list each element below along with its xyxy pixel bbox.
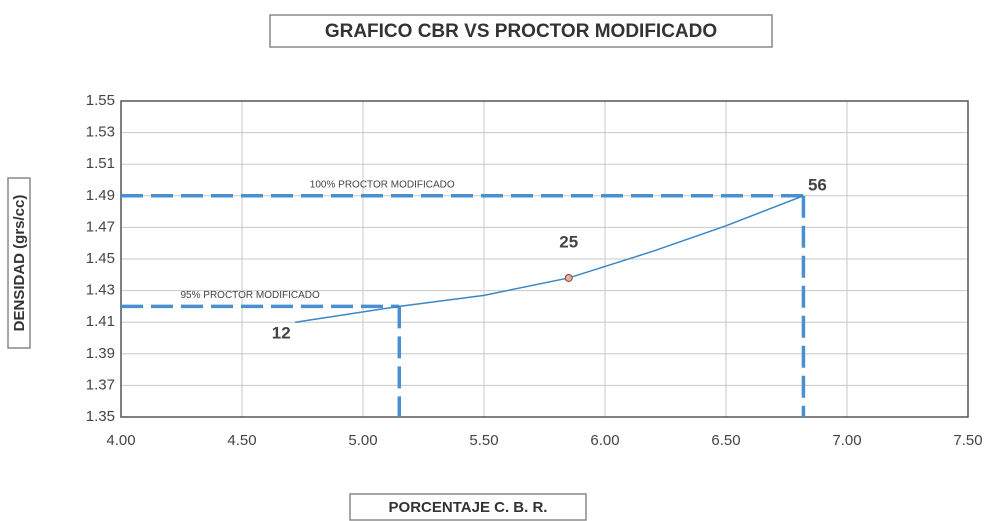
ylabel-box <box>7 177 31 349</box>
y-tick-label: 1.35 <box>86 408 115 425</box>
x-tick-label: 4.00 <box>106 432 135 449</box>
y-tick-label: 1.49 <box>86 187 115 204</box>
x-tick-label: 6.00 <box>590 432 619 449</box>
y-tick-label: 1.43 <box>86 282 115 299</box>
y-tick-label: 1.37 <box>86 376 115 393</box>
plot-border <box>120 100 969 418</box>
x-tick-label: 4.50 <box>227 432 256 449</box>
y-tick-label: 1.45 <box>86 250 115 267</box>
y-axis-label: DENSIDAD (grs/cc) <box>11 195 28 332</box>
y-tick-label: 1.47 <box>86 218 115 235</box>
x-tick-label: 7.00 <box>832 432 861 449</box>
x-tick-label: 5.00 <box>348 432 377 449</box>
y-tick-label: 1.53 <box>86 124 115 141</box>
y-tick-label: 1.55 <box>86 92 115 109</box>
reference-label: 95% PROCTOR MODIFICADO <box>181 290 320 301</box>
point-marker <box>564 273 573 282</box>
y-tick-label: 1.41 <box>86 313 115 330</box>
y-tick-label: 1.39 <box>86 345 115 362</box>
x-axis-label: PORCENTAJE C. B. R. <box>389 499 548 516</box>
x-tick-label: 7.50 <box>953 432 982 449</box>
y-tick-label: 1.51 <box>86 155 115 172</box>
point-label: 12 <box>272 324 291 343</box>
xlabel-box <box>349 493 587 521</box>
chart-title: GRAFICO CBR VS PROCTOR MODIFICADO <box>325 21 717 42</box>
reference-label: 100% PROCTOR MODIFICADO <box>310 179 455 190</box>
x-tick-label: 6.50 <box>711 432 740 449</box>
x-tick-label: 5.50 <box>469 432 498 449</box>
point-label: 25 <box>559 232 578 251</box>
title-box <box>269 14 773 48</box>
point-label: 56 <box>808 175 827 194</box>
